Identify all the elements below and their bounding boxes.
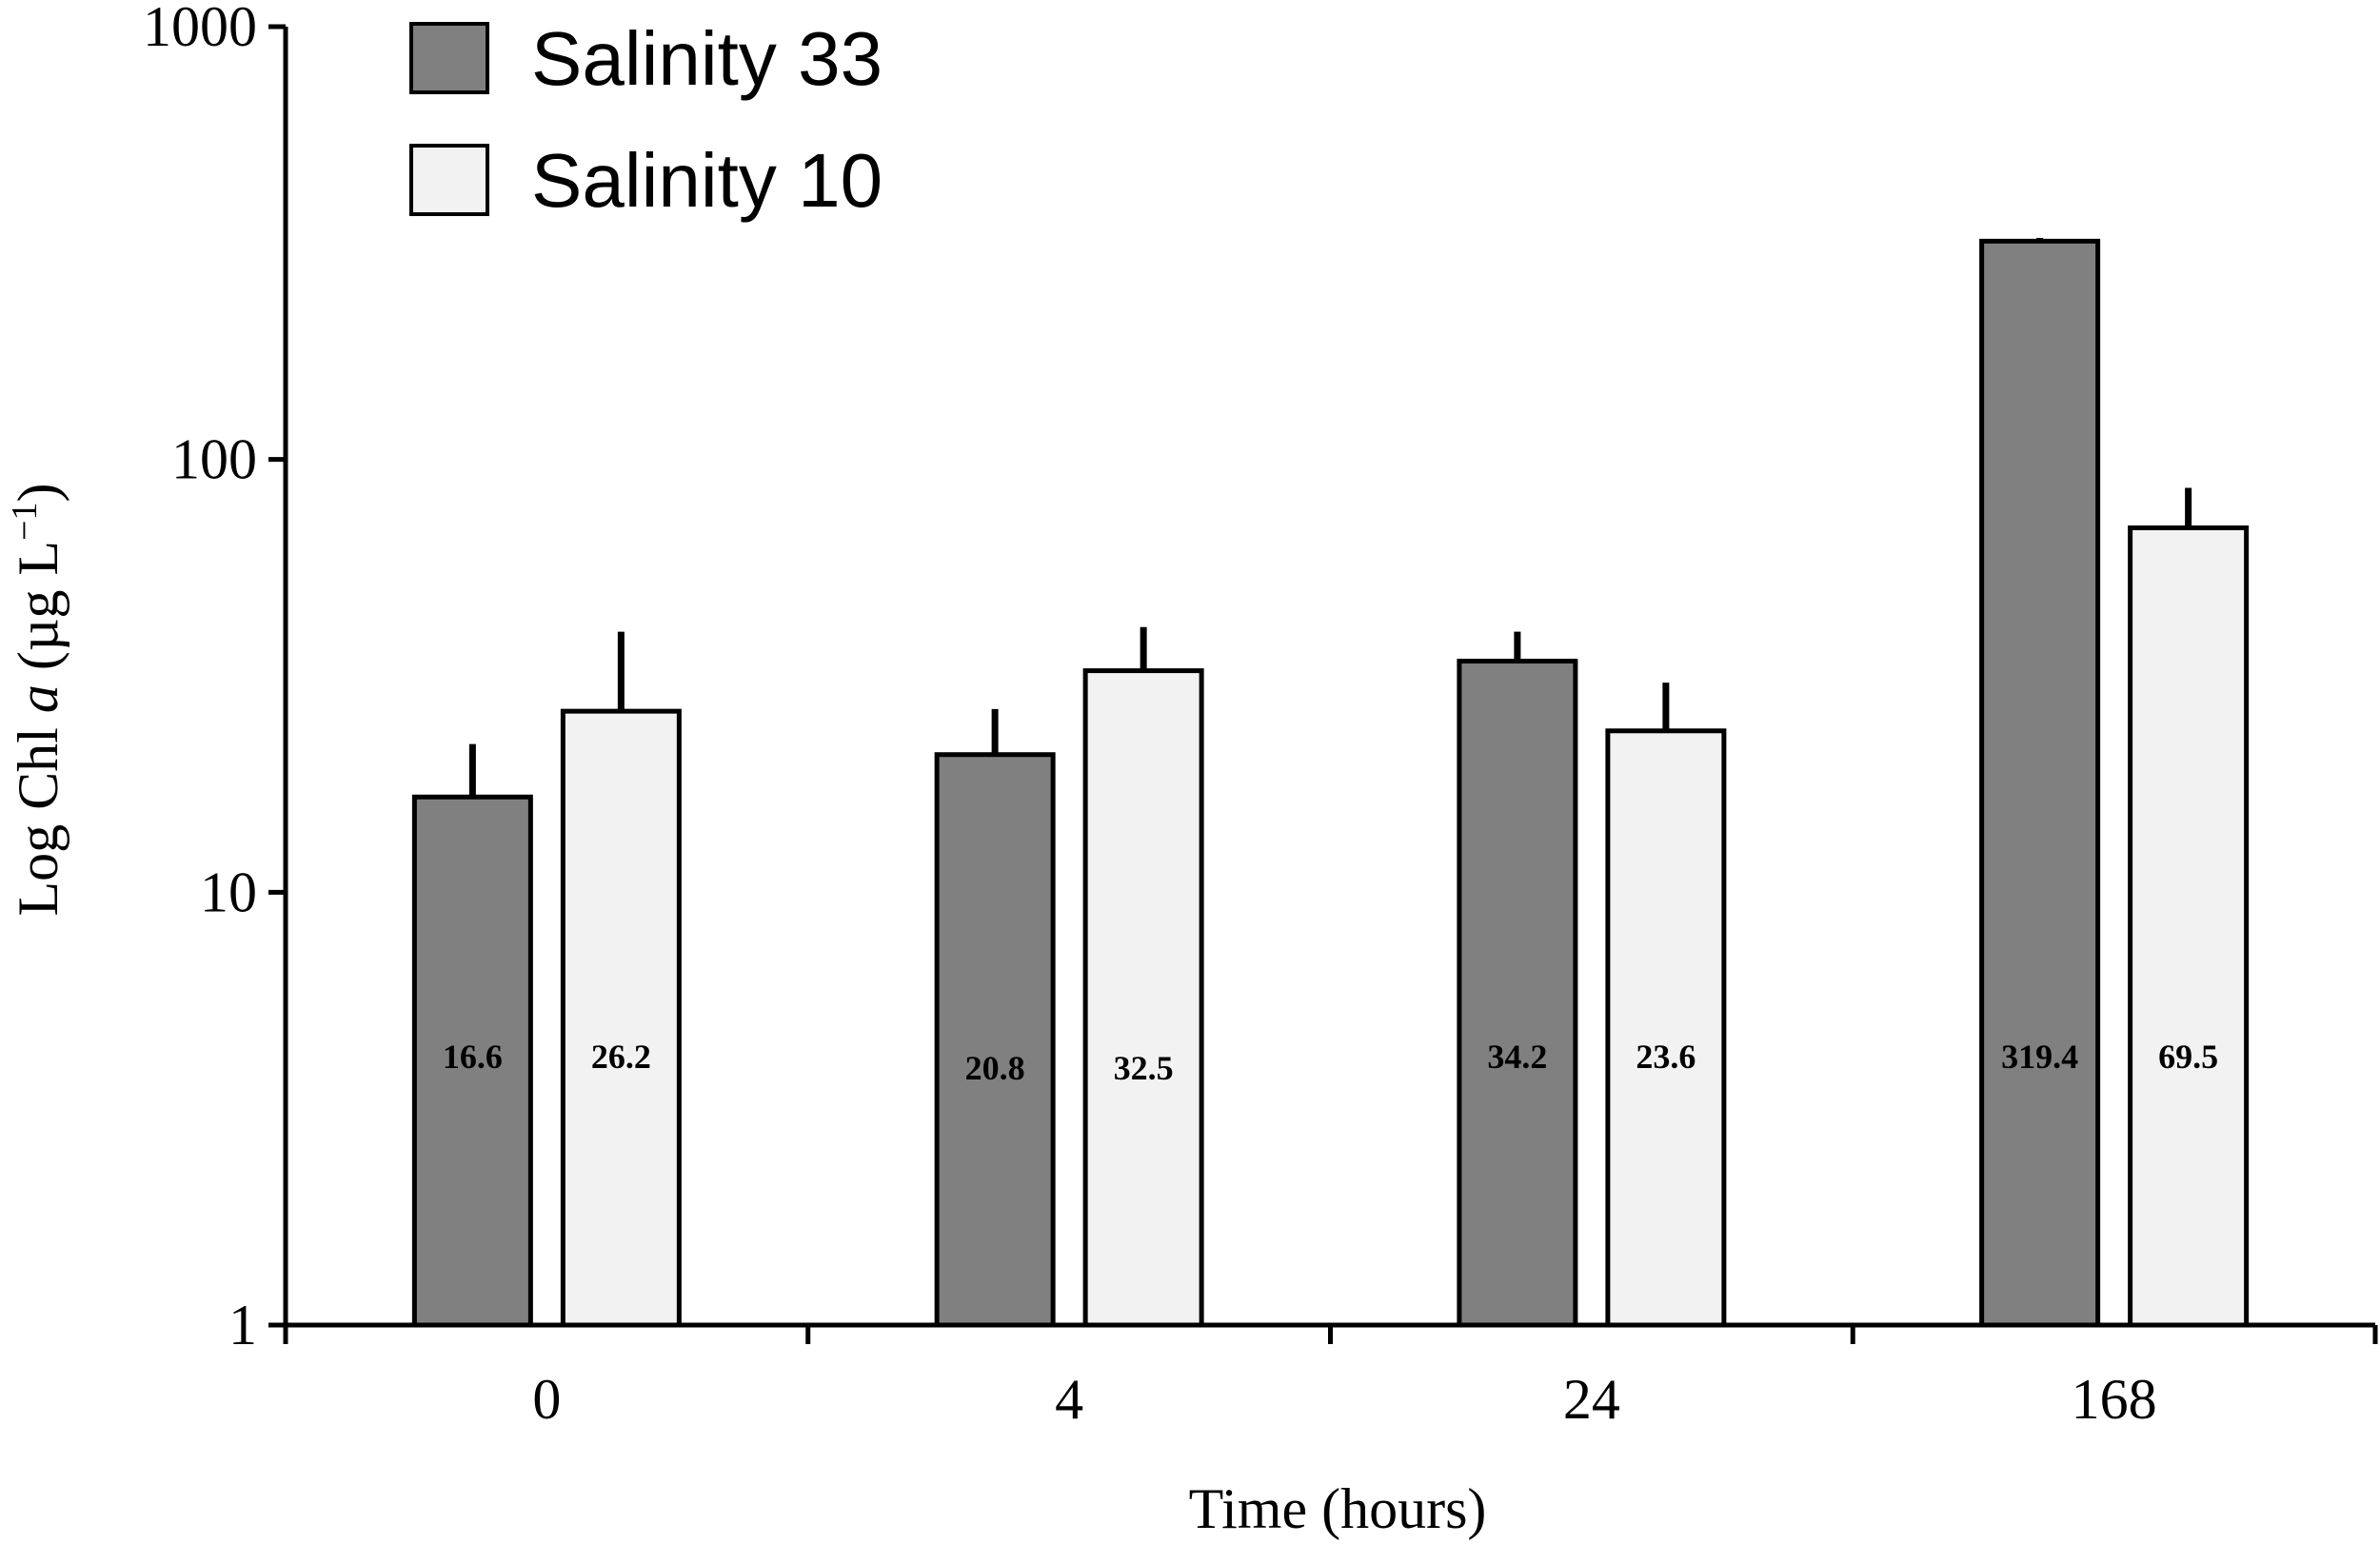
bar [1082, 668, 1204, 1328]
legend-swatch [409, 144, 489, 216]
x-tick-label: 24 [1563, 1368, 1620, 1431]
y-axis-title: Log Chl a (µg L−1) [5, 484, 69, 917]
plot-area: 1 10 100 1000 0 16.6 26.2 4 20.8 32.5 24 34.2 23.6 16… [143, 0, 2378, 1431]
bar [1457, 659, 1578, 1328]
y-tick-label: 1 [228, 1294, 257, 1356]
data-label: 69.5 [2158, 1038, 2218, 1076]
svg-text:Log Chl a (µg L−1): Log Chl a (µg L−1) [5, 484, 69, 917]
y-axis-title-italic: a [7, 684, 69, 713]
y-tick-label: 100 [171, 428, 257, 491]
x-axis-title: Time (hours) [1189, 1477, 1487, 1540]
y-tick-label: 1000 [143, 0, 257, 58]
bar [1979, 238, 2101, 1328]
bar [1605, 728, 1727, 1328]
y-axis-title-prefix: Log Chl [7, 713, 69, 916]
data-label: 34.2 [1487, 1038, 1547, 1076]
bar [411, 794, 533, 1328]
legend-label: Salinity 10 [531, 138, 883, 223]
y-axis-title-close: ) [7, 484, 69, 503]
legend-label: Salinity 33 [531, 16, 883, 101]
y-tick-label: 10 [200, 861, 257, 923]
legend-swatch [409, 22, 489, 94]
y-axis-title-sup: −1 [5, 503, 45, 541]
bar [560, 708, 682, 1328]
data-label: 319.4 [2001, 1038, 2078, 1076]
x-tick-label: 0 [532, 1368, 561, 1431]
bar [2128, 525, 2250, 1328]
data-label: 20.8 [965, 1049, 1025, 1087]
y-axis-title-units: (µg L [7, 541, 69, 684]
data-label: 16.6 [443, 1038, 503, 1076]
data-label: 32.5 [1114, 1049, 1174, 1087]
bar [934, 752, 1056, 1328]
data-label: 26.2 [591, 1038, 651, 1076]
data-label: 23.6 [1636, 1038, 1696, 1076]
x-tick-label: 4 [1055, 1368, 1083, 1431]
legend: Salinity 33 Salinity 10 [409, 16, 883, 223]
x-tick-label: 168 [2072, 1368, 2157, 1431]
